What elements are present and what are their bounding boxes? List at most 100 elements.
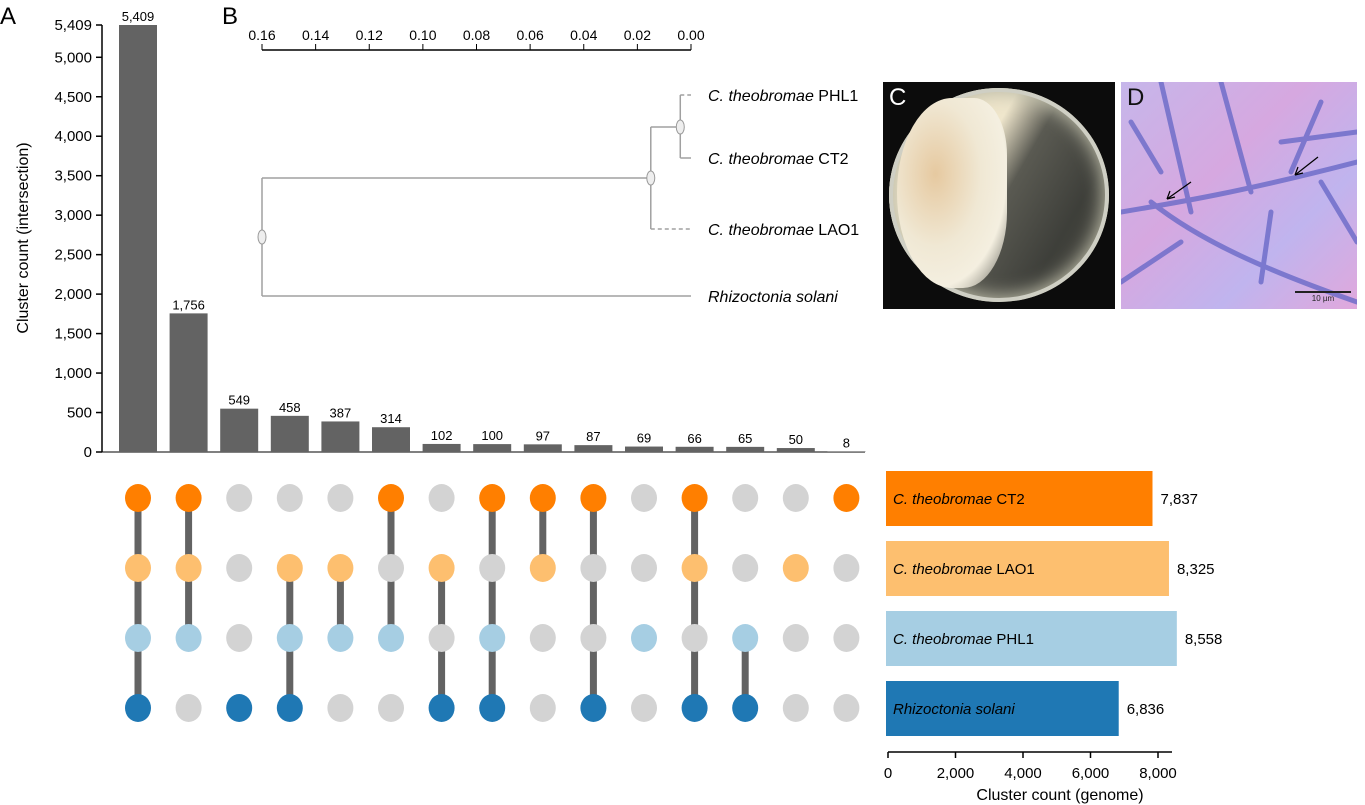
hyphae-drawing bbox=[1121, 82, 1357, 305]
tree-leaf-label: C. theobromae CT2 bbox=[708, 151, 849, 168]
scale-tick-label: 0.14 bbox=[302, 27, 329, 43]
member-dot bbox=[529, 484, 556, 512]
strain-name: CT2 bbox=[992, 491, 1025, 508]
member-dot bbox=[681, 484, 708, 512]
y-tick-label: 1,000 bbox=[54, 365, 92, 382]
nonmember-dot bbox=[681, 624, 708, 652]
member-dot bbox=[580, 484, 607, 512]
member-dot bbox=[529, 554, 556, 582]
strain-name: LAO1 bbox=[992, 561, 1035, 578]
nonmember-dot bbox=[327, 694, 354, 722]
nonmember-dot bbox=[833, 554, 860, 582]
y-tick-label: 2,500 bbox=[54, 247, 92, 264]
bar-value-label: 66 bbox=[687, 431, 701, 446]
member-dot bbox=[327, 554, 354, 582]
panel-label-a: A bbox=[0, 3, 16, 30]
species-name: C. theobromae bbox=[893, 491, 992, 508]
member-dot bbox=[175, 624, 202, 652]
y-tick-label: 5,409 bbox=[54, 17, 92, 34]
intersection-bar bbox=[827, 451, 866, 452]
bar-value-label: 314 bbox=[380, 411, 402, 426]
member-dot bbox=[479, 624, 506, 652]
set-size-bar bbox=[886, 681, 1119, 736]
micrograph-photo: D 10 µm bbox=[1121, 82, 1357, 309]
x-tick-label: 4,000 bbox=[1004, 765, 1042, 782]
panel-label-b: B bbox=[222, 3, 238, 30]
nonmember-dot bbox=[327, 484, 354, 512]
scale-tick-label: 0.00 bbox=[677, 27, 704, 43]
bar-value-label: 8 bbox=[843, 435, 850, 450]
nonmember-dot bbox=[631, 694, 657, 722]
intersection-bar bbox=[726, 446, 765, 452]
nonmember-dot bbox=[378, 694, 404, 722]
intersection-bar bbox=[169, 313, 208, 452]
intersection-bar bbox=[523, 444, 562, 452]
species-name: Rhizoctonia solani bbox=[893, 701, 1015, 718]
bar-value-label: 549 bbox=[228, 393, 250, 408]
intersection-bar bbox=[675, 446, 714, 452]
nonmember-dot bbox=[226, 484, 253, 512]
x-tick-label: 8,000 bbox=[1139, 765, 1177, 782]
member-dot bbox=[479, 484, 506, 512]
intersection-bar bbox=[270, 415, 309, 452]
intersection-bar bbox=[625, 446, 663, 452]
set-label: C. theobromae CT2 bbox=[893, 491, 1025, 508]
set-size-label: 8,325 bbox=[1177, 561, 1215, 578]
species-name: C. theobromae bbox=[708, 88, 814, 105]
species-name: Rhizoctonia solani bbox=[708, 289, 838, 306]
member-dot bbox=[327, 624, 354, 652]
scale-tick-label: 0.10 bbox=[409, 27, 436, 43]
tree-leaf-label: Rhizoctonia solani bbox=[708, 289, 838, 306]
bar-value-label: 1,756 bbox=[172, 297, 205, 312]
member-dot bbox=[125, 554, 151, 582]
panel-label-c: C bbox=[889, 84, 907, 111]
intersection-bar bbox=[776, 448, 815, 452]
species-name: C. theobromae bbox=[708, 151, 814, 168]
member-dot bbox=[732, 624, 759, 652]
intersection-bar bbox=[473, 444, 512, 452]
y-tick-label: 3,000 bbox=[54, 207, 92, 224]
intersection-bar bbox=[372, 427, 410, 452]
scale-tick-label: 0.06 bbox=[517, 27, 544, 43]
species-name: C. theobromae bbox=[708, 222, 814, 239]
tree-leaf-label: C. theobromae PHL1 bbox=[708, 88, 858, 105]
member-dot bbox=[378, 484, 404, 512]
nonmember-dot bbox=[732, 554, 759, 582]
set-size-label: 7,837 bbox=[1160, 491, 1198, 508]
nonmember-dot bbox=[580, 624, 607, 652]
nonmember-dot bbox=[833, 694, 860, 722]
species-name: C. theobromae bbox=[893, 561, 992, 578]
x-tick-label: 6,000 bbox=[1072, 765, 1110, 782]
x-axis-label: Cluster count (genome) bbox=[976, 787, 1143, 804]
set-size-label: 8,558 bbox=[1185, 631, 1223, 648]
bar-value-label: 100 bbox=[481, 428, 503, 443]
scale-tick-label: 0.04 bbox=[570, 27, 597, 43]
nonmember-dot bbox=[782, 484, 809, 512]
y-tick-label: 3,500 bbox=[54, 168, 92, 185]
member-dot bbox=[125, 694, 151, 722]
member-dot bbox=[226, 694, 253, 722]
y-tick-label: 4,500 bbox=[54, 89, 92, 106]
nonmember-dot bbox=[529, 624, 556, 652]
tree-node bbox=[675, 119, 685, 135]
nonmember-dot bbox=[631, 484, 657, 512]
member-dot bbox=[378, 624, 404, 652]
member-dot bbox=[428, 694, 455, 722]
member-dot bbox=[276, 694, 303, 722]
y-tick-label: 5,000 bbox=[54, 49, 92, 66]
member-dot bbox=[580, 694, 607, 722]
x-tick-label: 0 bbox=[884, 765, 892, 782]
y-tick-label: 0 bbox=[84, 444, 92, 461]
tree-leaf-label: C. theobromae LAO1 bbox=[708, 222, 859, 239]
member-dot bbox=[782, 554, 809, 582]
set-size-bar bbox=[886, 541, 1169, 596]
strain-name: CT2 bbox=[814, 151, 849, 168]
y-tick-label: 2,000 bbox=[54, 286, 92, 303]
nonmember-dot bbox=[428, 484, 455, 512]
tree-node bbox=[646, 170, 656, 186]
nonmember-dot bbox=[226, 624, 253, 652]
intersection-bar bbox=[119, 25, 157, 452]
nonmember-dot bbox=[782, 694, 809, 722]
bar-value-label: 69 bbox=[637, 431, 651, 446]
bar-value-label: 387 bbox=[330, 405, 352, 420]
